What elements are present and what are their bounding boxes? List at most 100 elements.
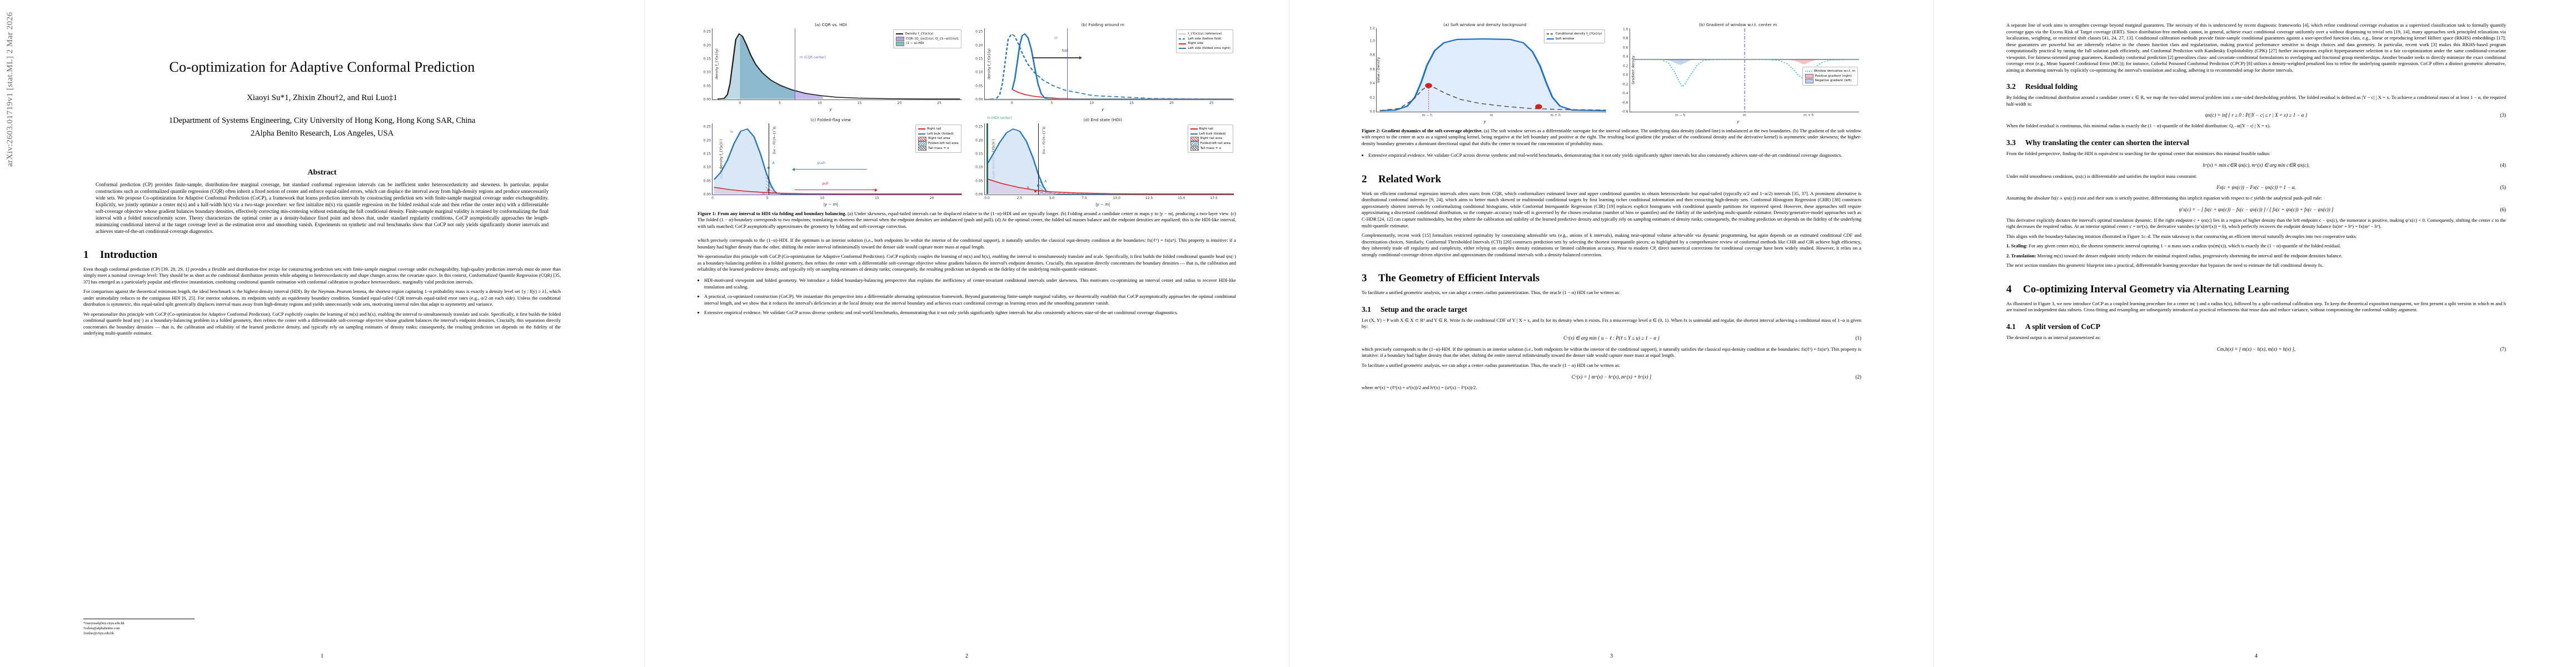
- ytick: 0.15: [703, 57, 711, 61]
- legend-label: Density f_{Y|x}(y): [905, 32, 934, 36]
- fig2-panel-b-title: (b) Gradient of window w.r.t. center m: [1698, 22, 1777, 27]
- task-1-text: For any given center m(x), the shortest …: [2029, 243, 2341, 249]
- section-heading-related-work: 2 Related Work: [1362, 173, 1861, 186]
- ytick: 0.25: [975, 29, 983, 34]
- panel-d-xlabel: |y − m|: [1095, 202, 1110, 207]
- legend-row: Folded-left tail area: [918, 141, 959, 146]
- xtick: 2.5: [1017, 196, 1023, 200]
- author-list: Xiaoyi Su*1, Zhixin Zhou†2, and Rui Luo‡…: [247, 93, 397, 102]
- figure-1-caption-rest: (a) Under skewness, equal-tailed interva…: [697, 211, 1236, 229]
- related-paragraph-1: Work on efficient conformal regression i…: [1362, 190, 1861, 228]
- panel-c-point-b-dot: [767, 188, 770, 191]
- page-number-1: 1: [321, 653, 323, 659]
- legend-row: Conditional density f_{Y|x}(y): [1546, 32, 1602, 37]
- legend-hatch-icon: [918, 141, 927, 146]
- geometry-intro: To facilitate a unified geometric analys…: [1362, 290, 1621, 296]
- ytick: 0.15: [975, 152, 983, 156]
- xtick: 15: [857, 101, 862, 105]
- ytick: -0.4: [1621, 91, 1628, 96]
- ytick: 0.10: [975, 70, 983, 74]
- page-1: arXiv:2603.01719v1 [stat.ML] 2 Mar 2026 …: [0, 0, 644, 667]
- section-title: Co-optimizing Interval Geometry via Alte…: [2023, 283, 2289, 295]
- legend-line-icon: [1546, 38, 1554, 40]
- xtick: 0: [711, 196, 714, 200]
- legend-label: Left side (before fold): [1188, 37, 1222, 41]
- contribution-item-1: HDI-motivated viewpoint and folded geome…: [704, 277, 1236, 290]
- legend-label: Folded-left tail area: [928, 141, 959, 145]
- legend-box-icon: [1805, 78, 1813, 83]
- equation-6-tag: (6): [2500, 206, 2507, 212]
- figure-2-caption: Figure 2: Gradient dynamics of the soft-…: [1362, 128, 1861, 147]
- ytick: -0.8: [1621, 109, 1628, 114]
- section-title: The Geometry of Efficient Intervals: [1378, 272, 1540, 285]
- task-1: 1. Scaling: For any given center m(x), t…: [2006, 243, 2506, 250]
- section-number: 4: [2006, 283, 2012, 295]
- legend-line-icon: [1179, 48, 1187, 49]
- equation-4-tag: (4): [2500, 162, 2507, 168]
- xtick: 15.0: [1178, 196, 1185, 200]
- panel-c-xlabel: |y − m|: [823, 202, 838, 207]
- why-paragraph-4: This derivative explicitly dictates the …: [2006, 217, 2506, 230]
- fig2-panel-b-legend: Window derivative w.r.t. m Positive grad…: [1802, 67, 1858, 86]
- xtick: 20: [929, 196, 934, 200]
- panel-c-point-a: A: [772, 161, 775, 165]
- panel-a-center-annotation: m (CQR center): [799, 55, 826, 59]
- legend-label: Left bulk (folded): [1199, 132, 1226, 136]
- figure-1-panel-d: (d) End state (HDI) layer density f_{Y|x…: [970, 116, 1237, 207]
- ytick: 0.20: [703, 138, 711, 143]
- ytick: 0.05: [975, 179, 983, 183]
- equation-4-row: hᵅ(x) = min c∈R ψx(c), mᵅ(x) ∈ arg min c…: [2006, 162, 2506, 168]
- panel-d-point-b: B: [1027, 186, 1029, 190]
- panel-c-point-a-dot: [767, 167, 770, 170]
- figure-1-panel-a: (a) CQR vs. HDI density f_{Y|x}(y) 0.00 …: [697, 22, 964, 112]
- setup-paragraph-3: To facilitate a unified geometric analys…: [1362, 362, 1621, 368]
- ytick: 0.05: [703, 179, 711, 183]
- legend-row: Right tail area: [918, 136, 958, 141]
- ytick: 0.00: [703, 97, 711, 102]
- xtick: 10: [1089, 101, 1094, 105]
- legend-line-icon: [918, 128, 926, 130]
- section-heading-setup: 3.1 Setup and the oracle target: [1362, 305, 1861, 314]
- figure-2-panel-a: (a) Soft window and density background V…: [1362, 22, 1608, 124]
- xtick: 17.5: [1210, 196, 1218, 200]
- abstract-heading: Abstract: [307, 168, 337, 177]
- xtick: 0.0: [984, 196, 990, 200]
- panel-b-xlabel: y: [1102, 107, 1104, 112]
- panel-b-fold-arrow: [1032, 56, 1083, 61]
- legend-label: Conditional density f_{Y|x}(y): [1555, 32, 1602, 36]
- ytick: 0.2: [1369, 96, 1375, 99]
- ytick: 0.00: [703, 192, 711, 197]
- page4-paragraph-1: A separate line of work aims to strength…: [2006, 22, 2506, 73]
- section-heading-residual-folding: 3.2 Residual folding: [2006, 82, 2506, 91]
- section-heading-why-translating: 3.3 Why translating the center can shorte…: [2006, 138, 2506, 147]
- page2-text-2: We operationalize this principle with Co…: [697, 253, 1236, 272]
- equation-6-row: ψ′x(c) = − [ fx(c + ψx(c)) − fx(c − ψx(c…: [2006, 207, 2506, 212]
- section-number: 3.3: [2006, 138, 2016, 147]
- ytick: 0.00: [975, 192, 983, 197]
- page3-bullet-1: Extensive empirical evidence. We validat…: [1368, 152, 1861, 159]
- panel-d-title: (d) End state (HDI): [1083, 117, 1122, 122]
- affiliation-1: 1Department of Systems Engineering, City…: [168, 116, 476, 125]
- ytick: 0.10: [703, 165, 711, 170]
- legend-label: Tail mass = α: [1200, 146, 1222, 150]
- fig2-panel-a-plot: Value / Density 0.0 0.2 0.4 0.6 0.8 1.0 …: [1369, 27, 1606, 117]
- panel-a-plot: density f_{Y|x}(y) 0.00 0.05 0.10 0.15 0…: [704, 28, 962, 105]
- panel-d-m-annotation: m (HDI center): [986, 116, 1012, 121]
- ytick: 1.0: [1622, 27, 1628, 31]
- panel-b-m-annotation: m: [1054, 36, 1058, 41]
- ytick: 1.0: [1369, 39, 1375, 43]
- xtick: m − h: [1422, 113, 1433, 117]
- section-heading-geometry: 3 The Geometry of Efficient Intervals: [1362, 272, 1861, 285]
- xtick: 5: [766, 196, 769, 200]
- ytick: 0.25: [703, 125, 711, 129]
- equation-1: Cᵅ(x) ∈ arg min { u − ℓ : P(ℓ ≤ Y ≤ u) ≥…: [1563, 335, 1660, 341]
- legend-dashed-icon: [1179, 38, 1187, 39]
- section-number: 1: [83, 248, 89, 261]
- intro-paragraph-2: For comparison against the theoretical m…: [83, 288, 561, 307]
- figure-2-panel-b: (b) Gradient of window w.r.t. center m G…: [1615, 22, 1862, 124]
- ytick: 0.10: [703, 70, 711, 74]
- legend-row: Tail mass = α: [918, 146, 958, 151]
- ytick: 0.15: [703, 152, 711, 156]
- xtick: 20: [897, 101, 902, 105]
